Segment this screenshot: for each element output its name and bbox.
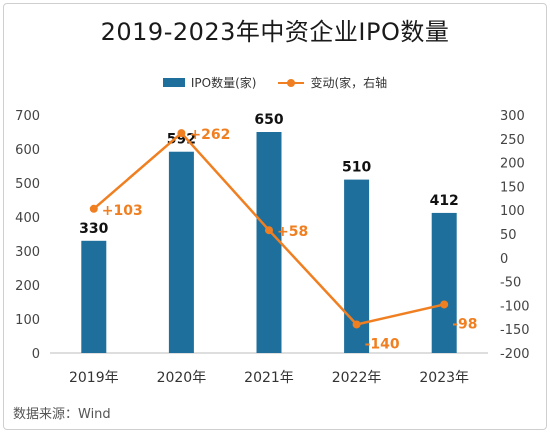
bar-value-label: 330 <box>79 221 108 237</box>
legend-swatch-line <box>278 78 305 88</box>
x-tick-label: 2020年 <box>157 370 207 386</box>
y-right-tick-label: 200 <box>500 157 525 172</box>
x-tick-label: 2019年 <box>69 370 119 386</box>
change-point <box>265 226 273 235</box>
x-tick-label: 2023年 <box>419 370 469 386</box>
chart-title: 2019-2023年中资企业IPO数量 <box>100 18 450 46</box>
y-right-tick-label: -100 <box>500 299 530 314</box>
bar <box>256 132 282 353</box>
y-left-tick-label: 200 <box>15 279 40 294</box>
source-note: 数据来源：Wind <box>13 407 111 422</box>
y-right-tick-label: -150 <box>500 323 530 338</box>
bar <box>168 151 194 353</box>
bar-value-label: 650 <box>254 112 283 128</box>
y-right-tick-label: 250 <box>500 133 525 148</box>
bar-value-label: 592 <box>167 132 196 148</box>
y-right-tick-label: -200 <box>500 347 530 362</box>
y-right-tick-label: 300 <box>500 109 525 124</box>
y-left-tick-label: 600 <box>15 143 40 158</box>
y-left-tick-label: 300 <box>15 245 40 260</box>
y-left-tick-label: 100 <box>15 313 40 328</box>
change-point <box>89 204 98 213</box>
y-right-tick-label: 100 <box>500 204 525 219</box>
legend-item-change: 变动(家，右轴 <box>278 74 387 91</box>
legend-item-ipo-count: IPO数量(家) <box>162 74 257 91</box>
change-value-label: +262 <box>189 127 230 143</box>
bar <box>431 212 457 353</box>
legend: IPO数量(家) 变动(家，右轴 <box>0 74 550 91</box>
y-right-tick-label: -50 <box>500 276 521 291</box>
bar-value-label: 510 <box>342 160 371 176</box>
change-point <box>177 129 186 138</box>
legend-label-ipo-count: IPO数量(家) <box>190 76 257 90</box>
change-value-label: -140 <box>365 336 400 352</box>
x-tick-label: 2021年 <box>244 370 294 386</box>
bar-value-label: 412 <box>430 193 459 209</box>
legend-label-change: 变动(家，右轴 <box>310 76 388 90</box>
change-point <box>440 300 449 309</box>
y-left-tick-label: 400 <box>15 211 40 226</box>
y-right-tick-label: 50 <box>500 228 517 243</box>
y-left-tick-label: 0 <box>32 347 40 362</box>
y-right-tick-label: 0 <box>500 252 508 267</box>
change-point <box>352 320 361 329</box>
y-left-tick-label: 700 <box>15 109 40 124</box>
change-value-label: +58 <box>277 224 308 240</box>
change-value-label: +103 <box>102 203 143 219</box>
bar <box>81 240 107 353</box>
change-value-label: -98 <box>452 316 477 332</box>
y-left-tick-label: 500 <box>15 177 40 192</box>
y-right-tick-label: 150 <box>500 180 525 195</box>
legend-swatch-bar <box>162 78 185 87</box>
x-tick-label: 2022年 <box>332 370 382 386</box>
